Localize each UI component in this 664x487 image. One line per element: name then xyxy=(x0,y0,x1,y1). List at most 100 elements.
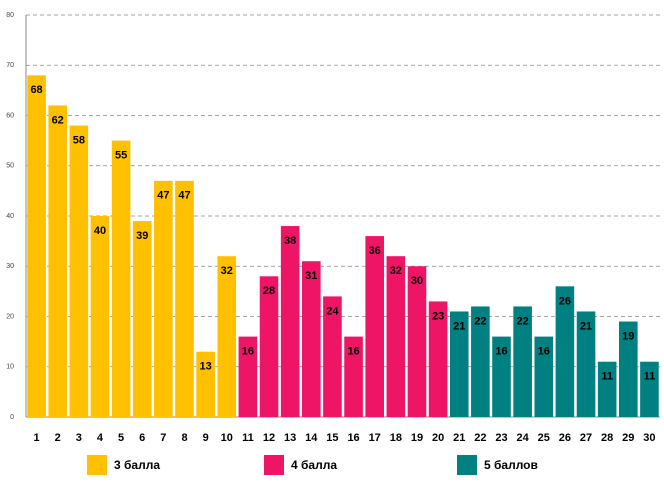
x-tick-label: 14 xyxy=(305,432,318,444)
value-label: 32 xyxy=(390,265,402,277)
bar xyxy=(534,336,554,417)
bar xyxy=(132,221,152,417)
x-tick-label: 10 xyxy=(221,432,233,444)
value-label: 36 xyxy=(369,245,381,257)
x-tick-label: 28 xyxy=(601,432,613,444)
value-label: 11 xyxy=(601,371,613,383)
value-label: 13 xyxy=(200,361,212,373)
x-tick-label: 25 xyxy=(538,432,550,444)
x-tick-label: 29 xyxy=(622,432,634,444)
y-tick-label: 30 xyxy=(6,263,14,270)
bar xyxy=(428,301,448,417)
value-label: 32 xyxy=(221,265,233,277)
value-label: 28 xyxy=(263,285,275,297)
x-tick-label: 12 xyxy=(263,432,275,444)
y-tick-label: 10 xyxy=(6,364,14,371)
x-tick-label: 20 xyxy=(432,432,444,444)
legend-label: 3 балла xyxy=(114,458,160,472)
value-label: 16 xyxy=(242,346,254,358)
x-tick-label: 17 xyxy=(369,432,381,444)
x-tick-label: 16 xyxy=(347,432,359,444)
bar xyxy=(27,75,46,418)
legend-swatch xyxy=(264,455,284,475)
value-label: 58 xyxy=(73,134,85,146)
bar xyxy=(154,180,173,417)
x-tick-label: 11 xyxy=(242,432,254,444)
value-label: 21 xyxy=(580,320,592,332)
value-label: 22 xyxy=(474,315,486,327)
x-tick-label: 8 xyxy=(181,432,187,444)
y-tick-label: 60 xyxy=(6,112,14,119)
value-label: 47 xyxy=(178,190,190,202)
bar xyxy=(238,336,258,417)
bar xyxy=(555,286,575,417)
bar xyxy=(48,105,67,417)
x-tick-label: 30 xyxy=(643,432,655,444)
value-label: 68 xyxy=(30,84,42,96)
x-tick-label: 3 xyxy=(76,432,82,444)
value-label: 62 xyxy=(52,114,64,126)
bar xyxy=(259,276,279,417)
bar xyxy=(344,336,363,417)
x-tick-label: 4 xyxy=(97,432,104,444)
value-label: 21 xyxy=(453,320,465,332)
x-tick-label: 2 xyxy=(55,432,61,444)
bar xyxy=(217,256,237,417)
x-tick-label: 9 xyxy=(203,432,209,444)
value-label: 22 xyxy=(517,315,529,327)
legend-swatch xyxy=(87,455,107,475)
bar xyxy=(492,336,511,417)
bar xyxy=(576,311,596,417)
bar xyxy=(302,261,321,417)
y-tick-label: 70 xyxy=(6,62,14,69)
bar xyxy=(323,296,342,417)
x-tick-label: 27 xyxy=(580,432,592,444)
value-label: 47 xyxy=(157,190,169,202)
bar xyxy=(280,226,300,417)
legend-swatch xyxy=(457,455,477,475)
y-tick-label: 80 xyxy=(6,12,14,19)
bar xyxy=(175,180,194,417)
y-tick-label: 20 xyxy=(6,313,14,320)
bar xyxy=(640,361,659,417)
x-tick-label: 24 xyxy=(517,432,530,444)
x-tick-label: 5 xyxy=(118,432,124,444)
x-tick-label: 23 xyxy=(495,432,507,444)
x-tick-label: 1 xyxy=(34,432,40,444)
value-label: 26 xyxy=(559,295,571,307)
legend-label: 5 баллов xyxy=(484,458,538,472)
value-label: 16 xyxy=(347,346,359,358)
value-label: 39 xyxy=(136,230,148,242)
bar xyxy=(365,236,384,417)
x-tick-label: 18 xyxy=(390,432,402,444)
value-label: 40 xyxy=(94,225,106,237)
bar xyxy=(111,140,131,417)
value-label: 19 xyxy=(622,330,634,342)
x-tick-label: 21 xyxy=(453,432,465,444)
bar xyxy=(619,321,638,417)
legend-label: 4 балла xyxy=(291,458,337,472)
x-tick-label: 7 xyxy=(160,432,166,444)
value-label: 31 xyxy=(305,270,317,282)
bar xyxy=(471,306,490,417)
value-label: 16 xyxy=(538,346,550,358)
x-tick-label: 6 xyxy=(139,432,145,444)
x-tick-label: 15 xyxy=(326,432,338,444)
value-label: 38 xyxy=(284,235,296,247)
bar xyxy=(597,361,617,417)
value-label: 24 xyxy=(326,305,339,317)
bar xyxy=(449,311,469,417)
x-tick-label: 26 xyxy=(559,432,571,444)
value-label: 16 xyxy=(495,346,507,358)
bar xyxy=(196,351,215,417)
y-tick-label: 50 xyxy=(6,163,14,170)
value-label: 55 xyxy=(115,150,127,162)
value-label: 30 xyxy=(411,275,423,287)
bar xyxy=(513,306,532,417)
bar xyxy=(69,125,89,418)
x-tick-label: 19 xyxy=(411,432,423,444)
y-tick-label: 0 xyxy=(10,414,14,421)
bar xyxy=(407,266,427,417)
x-tick-label: 22 xyxy=(474,432,486,444)
